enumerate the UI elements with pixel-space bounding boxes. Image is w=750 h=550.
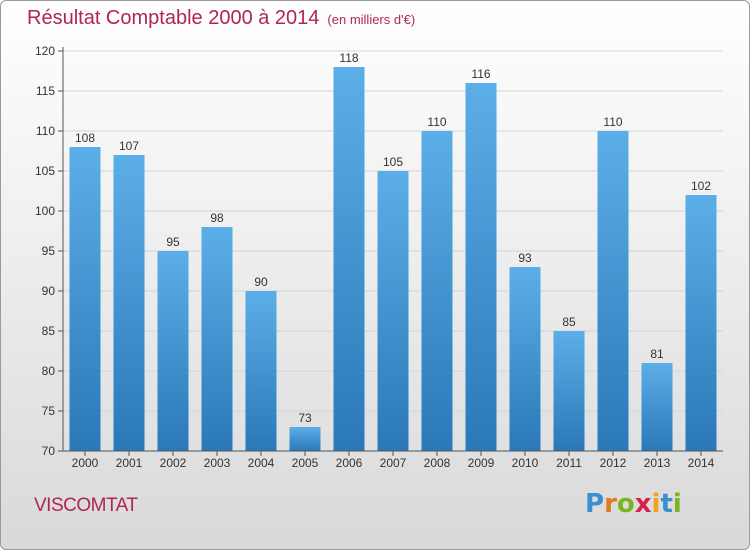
- title-text: Résultat Comptable 2000 à 2014: [27, 7, 320, 29]
- logo-letter: i: [651, 489, 661, 519]
- bar-value-label: 85: [562, 315, 576, 329]
- bar: [641, 363, 673, 451]
- bar: [157, 251, 189, 451]
- bar-value-label: 90: [254, 275, 268, 289]
- x-tick-label: 2005: [292, 456, 319, 470]
- bar-value-label: 81: [650, 347, 664, 361]
- bar: [377, 171, 409, 451]
- x-tick-label: 2006: [336, 456, 363, 470]
- bar: [113, 155, 145, 451]
- bar-value-label: 110: [427, 115, 446, 129]
- bar-value-label: 102: [691, 179, 711, 193]
- bar: [289, 427, 321, 451]
- bar: [509, 267, 541, 451]
- y-tick-label: 95: [42, 244, 56, 258]
- y-tick-label: 105: [35, 164, 55, 178]
- place-name: VISCOMTAT: [34, 495, 138, 516]
- bar-value-label: 105: [383, 155, 403, 169]
- bar: [69, 147, 101, 451]
- x-tick-label: 2000: [72, 456, 99, 470]
- axis-layer: 70 75 80 85 90 95 100 105 110 115 120 2000 2001 2002 2…: [35, 44, 723, 470]
- y-tick-label: 120: [35, 44, 55, 58]
- y-tick-label: 110: [36, 124, 55, 138]
- x-tick-label: 2013: [644, 456, 671, 470]
- bar-layer: [69, 67, 717, 451]
- bar: [553, 331, 585, 451]
- bar-value-label: 107: [119, 139, 139, 153]
- label-layer: 108 107 95 98 90 73 118 105 110 116 93 85 110 81 102: [75, 51, 711, 425]
- x-tick-label: 2007: [380, 456, 407, 470]
- x-tick-label: 2004: [248, 456, 275, 470]
- x-tick-label: 2010: [512, 456, 539, 470]
- x-tick-label: 2011: [556, 456, 582, 470]
- y-tick-label: 115: [36, 84, 55, 98]
- bar-value-label: 116: [471, 67, 490, 81]
- bar: [597, 131, 629, 451]
- bar-value-label: 108: [75, 131, 95, 145]
- bar: [245, 291, 277, 451]
- x-tick-label: 2002: [160, 456, 187, 470]
- bar: [465, 83, 497, 451]
- x-tick-label: 2003: [204, 456, 231, 470]
- bar-value-label: 95: [166, 235, 180, 249]
- bar-value-label: 118: [339, 51, 358, 65]
- bar: [201, 227, 233, 451]
- x-tick-label: 2008: [424, 456, 451, 470]
- y-tick-label: 85: [42, 324, 56, 338]
- logo-letter: t: [660, 489, 673, 519]
- y-tick-label: 90: [42, 284, 56, 298]
- bar-value-label: 110: [603, 115, 622, 129]
- logo-letter: o: [616, 489, 635, 519]
- bar: [685, 195, 717, 451]
- bar: [421, 131, 453, 451]
- chart-title: Résultat Comptable 2000 à 2014 (en millie…: [27, 7, 415, 30]
- logo-letter: r: [604, 489, 617, 519]
- bar: [333, 67, 365, 451]
- y-tick-label: 70: [42, 444, 56, 458]
- chart-subtitle: (en milliers d'€): [327, 12, 416, 27]
- y-tick-label: 75: [42, 404, 56, 418]
- proxiti-logo: Proxiti: [585, 489, 682, 519]
- x-tick-label: 2001: [116, 456, 143, 470]
- x-tick-label: 2014: [688, 456, 715, 470]
- y-tick-label: 80: [42, 364, 56, 378]
- x-tick-label: 2009: [468, 456, 495, 470]
- y-tick-label: 100: [35, 204, 55, 218]
- logo-letter: x: [634, 489, 652, 519]
- logo-letter: i: [672, 489, 682, 519]
- bar-value-label: 73: [298, 411, 312, 425]
- bar-value-label: 93: [518, 251, 532, 265]
- x-tick-label: 2012: [600, 456, 627, 470]
- bar-value-label: 98: [210, 211, 224, 225]
- logo-letter: P: [585, 489, 605, 519]
